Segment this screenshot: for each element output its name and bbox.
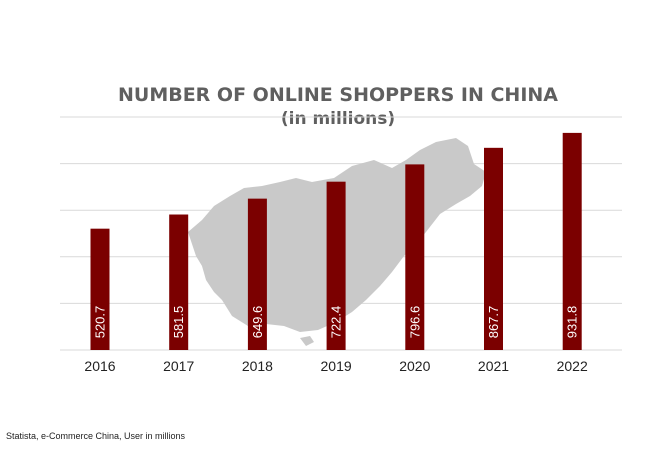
data-label-2021: 867.7	[486, 306, 501, 339]
china-map-northeast	[380, 168, 398, 190]
source-note: Statista, e-Commerce China, User in mill…	[6, 431, 186, 441]
chart-subtitle: (in millions)	[281, 109, 395, 129]
bar-2021	[484, 147, 503, 350]
x-axis-ticks: 2016 2017 2018 2019 2020 2021 2022	[84, 358, 588, 374]
x-tick-2018: 2018	[242, 358, 273, 374]
bars	[90, 132, 582, 350]
bar-2017	[169, 214, 189, 350]
x-tick-2022: 2022	[557, 358, 588, 374]
chart-title: NUMBER OF ONLINE SHOPPERS IN CHINA	[118, 84, 558, 106]
data-label-2016: 520.7	[93, 306, 108, 339]
data-label-2017: 581.5	[171, 306, 186, 339]
data-label-2018: 649.6	[250, 306, 265, 339]
bar-2020	[405, 164, 425, 350]
bar-2016	[90, 228, 110, 350]
data-label-2022: 931.8	[565, 306, 580, 339]
bar-2018	[247, 198, 267, 350]
bar-2022	[562, 132, 582, 350]
bar-2019	[326, 181, 346, 350]
data-label-2020: 796.6	[407, 306, 422, 339]
x-tick-2019: 2019	[321, 358, 352, 374]
x-tick-2021: 2021	[478, 358, 509, 374]
x-tick-2020: 2020	[399, 358, 430, 374]
data-labels: 520.7 581.5 649.6 722.4 796.6 867.7 931.8	[93, 306, 580, 339]
x-tick-2017: 2017	[163, 358, 194, 374]
china-map-hainan	[300, 336, 314, 346]
data-label-2019: 722.4	[329, 306, 344, 339]
x-tick-2016: 2016	[84, 358, 115, 374]
